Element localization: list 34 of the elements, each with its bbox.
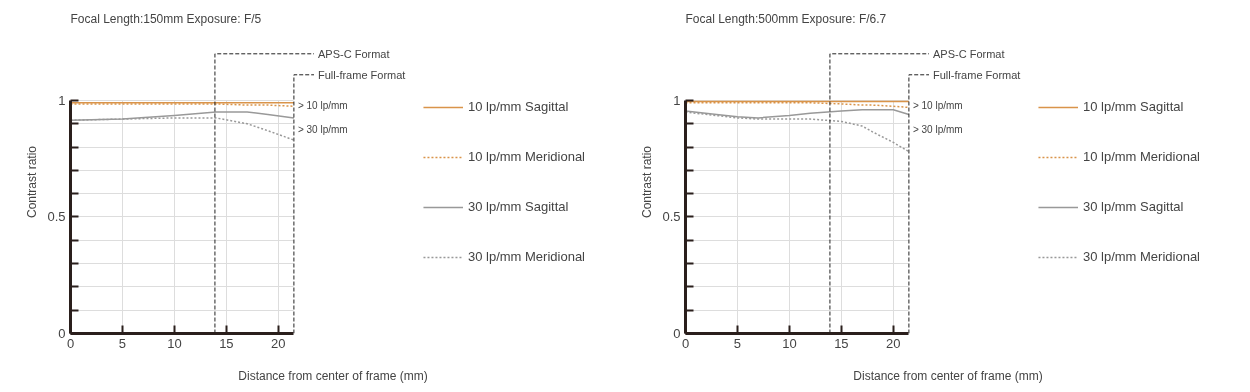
y-axis-title: Contrast ratio — [640, 145, 655, 219]
legend-label: 10 lp/mm Sagittal — [1082, 99, 1184, 114]
chart-title: Focal Length:150mm Exposure: F/5 — [70, 11, 262, 26]
ref-line-label: APS-C Format — [933, 47, 1005, 60]
text: > 10 lp/mm — [912, 99, 963, 111]
x-tick-label: 20 — [886, 335, 901, 351]
y-tick-label: 0.5 — [47, 209, 66, 225]
chart-title: Focal Length:500mm Exposure: F/6.7 — [685, 11, 887, 26]
legend-label: 30 lp/mm Meridional — [1082, 249, 1200, 264]
y-tick-label: 0.5 — [662, 209, 681, 225]
y-tick-label: 1 — [58, 92, 66, 108]
legend-label: 30 lp/mm Sagittal — [1082, 199, 1184, 214]
ref-line-label: Full-frame Format — [318, 68, 406, 81]
legend-label: 10 lp/mm Meridional — [1082, 149, 1200, 164]
y-tick-label: 1 — [673, 92, 681, 108]
x-axis-title: Distance from center of frame (mm) — [238, 368, 428, 383]
x-tick-label: 10 — [167, 335, 182, 351]
y-axis-title: Contrast ratio — [25, 145, 40, 219]
legend-label: 10 lp/mm Meridional — [467, 149, 585, 164]
x-axis-title: Distance from center of frame (mm) — [853, 368, 1043, 383]
x-tick-label: 15 — [219, 335, 234, 351]
legend-label: 10 lp/mm Sagittal — [467, 99, 569, 114]
text: > 30 lp/mm — [297, 123, 348, 135]
ref-line-label: APS-C Format — [318, 47, 390, 60]
ref-line-label: Full-frame Format — [933, 68, 1021, 81]
x-tick-label: 10 — [782, 335, 797, 351]
text: > 30 lp/mm — [912, 123, 963, 135]
x-tick-label: 5 — [118, 335, 127, 351]
legend-label: 30 lp/mm Meridional — [467, 249, 585, 264]
x-tick-label: 20 — [271, 335, 286, 351]
x-tick-label: 5 — [733, 335, 742, 351]
legend-label: 30 lp/mm Sagittal — [467, 199, 569, 214]
text: > 10 lp/mm — [297, 99, 348, 111]
x-tick-label: 15 — [834, 335, 849, 351]
